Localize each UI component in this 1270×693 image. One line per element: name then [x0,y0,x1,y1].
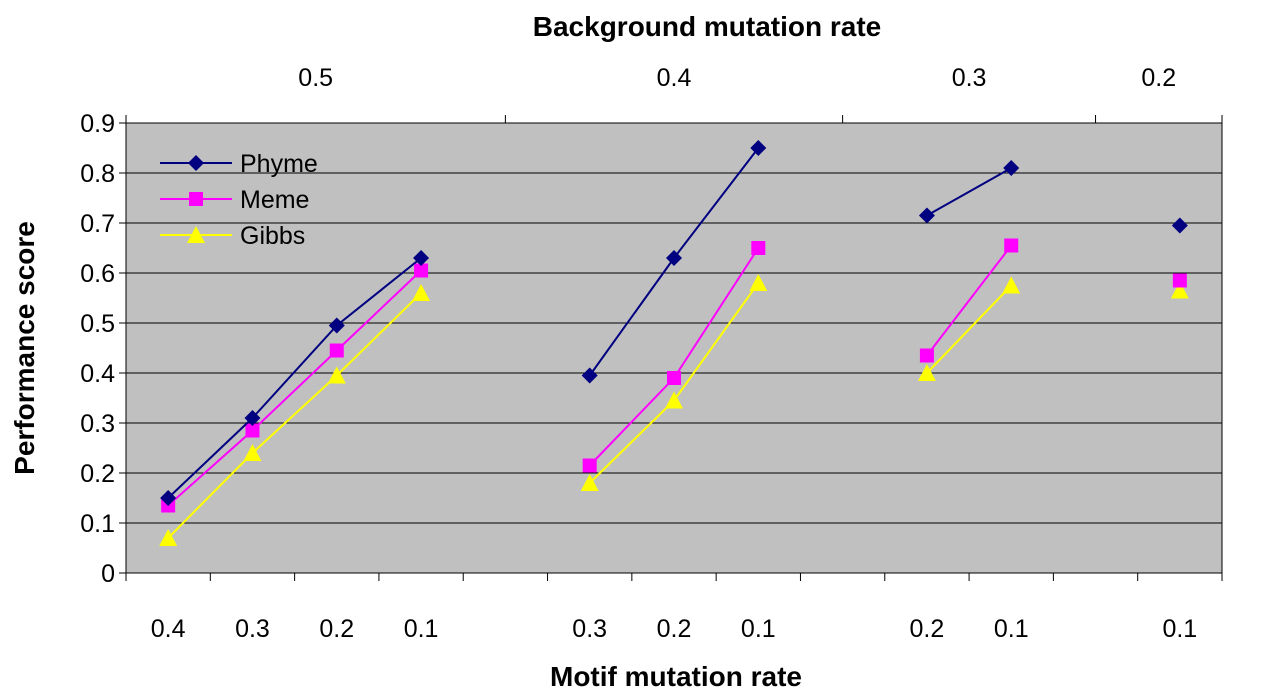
y-tick-label: 0.1 [80,510,115,538]
top-tick-label: 0.3 [952,64,987,92]
top-tick-label: 0.5 [298,64,333,92]
y-axis-title: Performance score [9,221,40,475]
legend-marker [189,192,203,206]
top-axis-title: Background mutation rate [533,11,881,42]
x-tick-label: 0.4 [151,615,186,643]
data-point [330,344,344,358]
y-tick-label: 0.3 [80,410,115,438]
y-tick-label: 0.9 [80,110,115,138]
top-tick-label: 0.4 [657,64,692,92]
legend-label: Phyme [240,150,318,178]
legend-label: Meme [240,186,309,214]
x-tick-label: 0.2 [657,615,692,643]
data-point [583,459,597,473]
legend-label: Gibbs [240,222,305,250]
top-tick-label: 0.2 [1141,64,1176,92]
x-tick-label: 0.1 [994,615,1029,643]
x-tick-label: 0.1 [1162,615,1197,643]
x-tick-label: 0.1 [741,615,776,643]
y-tick-label: 0.8 [80,160,115,188]
y-tick-label: 0.4 [80,360,115,388]
y-tick-label: 0.5 [80,310,115,338]
y-tick-label: 0.6 [80,260,115,288]
x-tick-label: 0.3 [235,615,270,643]
data-point [1173,274,1187,288]
data-point [1004,239,1018,253]
data-point [751,241,765,255]
y-tick-label: 0 [101,560,115,588]
data-point [920,349,934,363]
x-tick-label: 0.2 [910,615,945,643]
y-tick-label: 0.2 [80,460,115,488]
x-tick-label: 0.2 [319,615,354,643]
data-point [667,371,681,385]
x-axis-title: Motif mutation rate [550,661,802,692]
x-tick-label: 0.3 [572,615,607,643]
y-tick-label: 0.7 [80,210,115,238]
x-tick-label: 0.1 [404,615,439,643]
